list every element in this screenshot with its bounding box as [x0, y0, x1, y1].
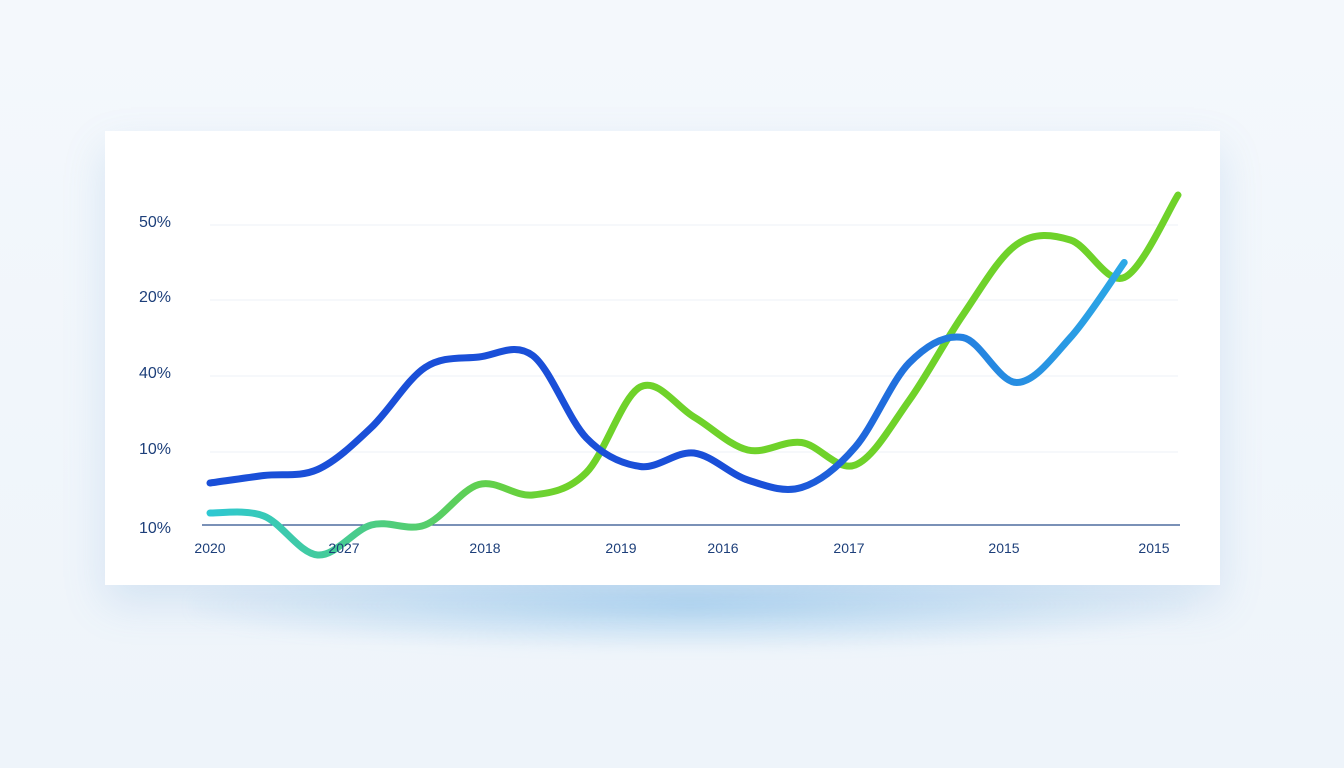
y-tick-label: 50%	[139, 214, 171, 231]
x-tick-label: 2015	[988, 540, 1019, 556]
y-tick-label: 10%	[139, 441, 171, 458]
y-tick-label: 10%	[139, 520, 171, 537]
series-lines	[206, 191, 1182, 559]
x-tick-label: 2016	[707, 540, 738, 556]
x-tick-label: 2019	[605, 540, 636, 556]
x-axis-ticks: 2020 2027 2018 2019 2016 2017 2015 2015	[194, 540, 1169, 556]
x-tick-label: 2018	[469, 540, 500, 556]
x-tick-label: 2015	[1138, 540, 1169, 556]
series-line-blue	[206, 259, 1128, 493]
y-tick-label: 40%	[139, 365, 171, 382]
x-tick-label: 2017	[833, 540, 864, 556]
series-line-green	[206, 191, 1182, 559]
y-axis-ticks: 50% 20% 40% 10% 10%	[139, 214, 171, 537]
x-tick-label: 2027	[328, 540, 359, 556]
chart-card	[105, 131, 1220, 585]
y-tick-label: 20%	[139, 289, 171, 306]
x-tick-label: 2020	[194, 540, 225, 556]
